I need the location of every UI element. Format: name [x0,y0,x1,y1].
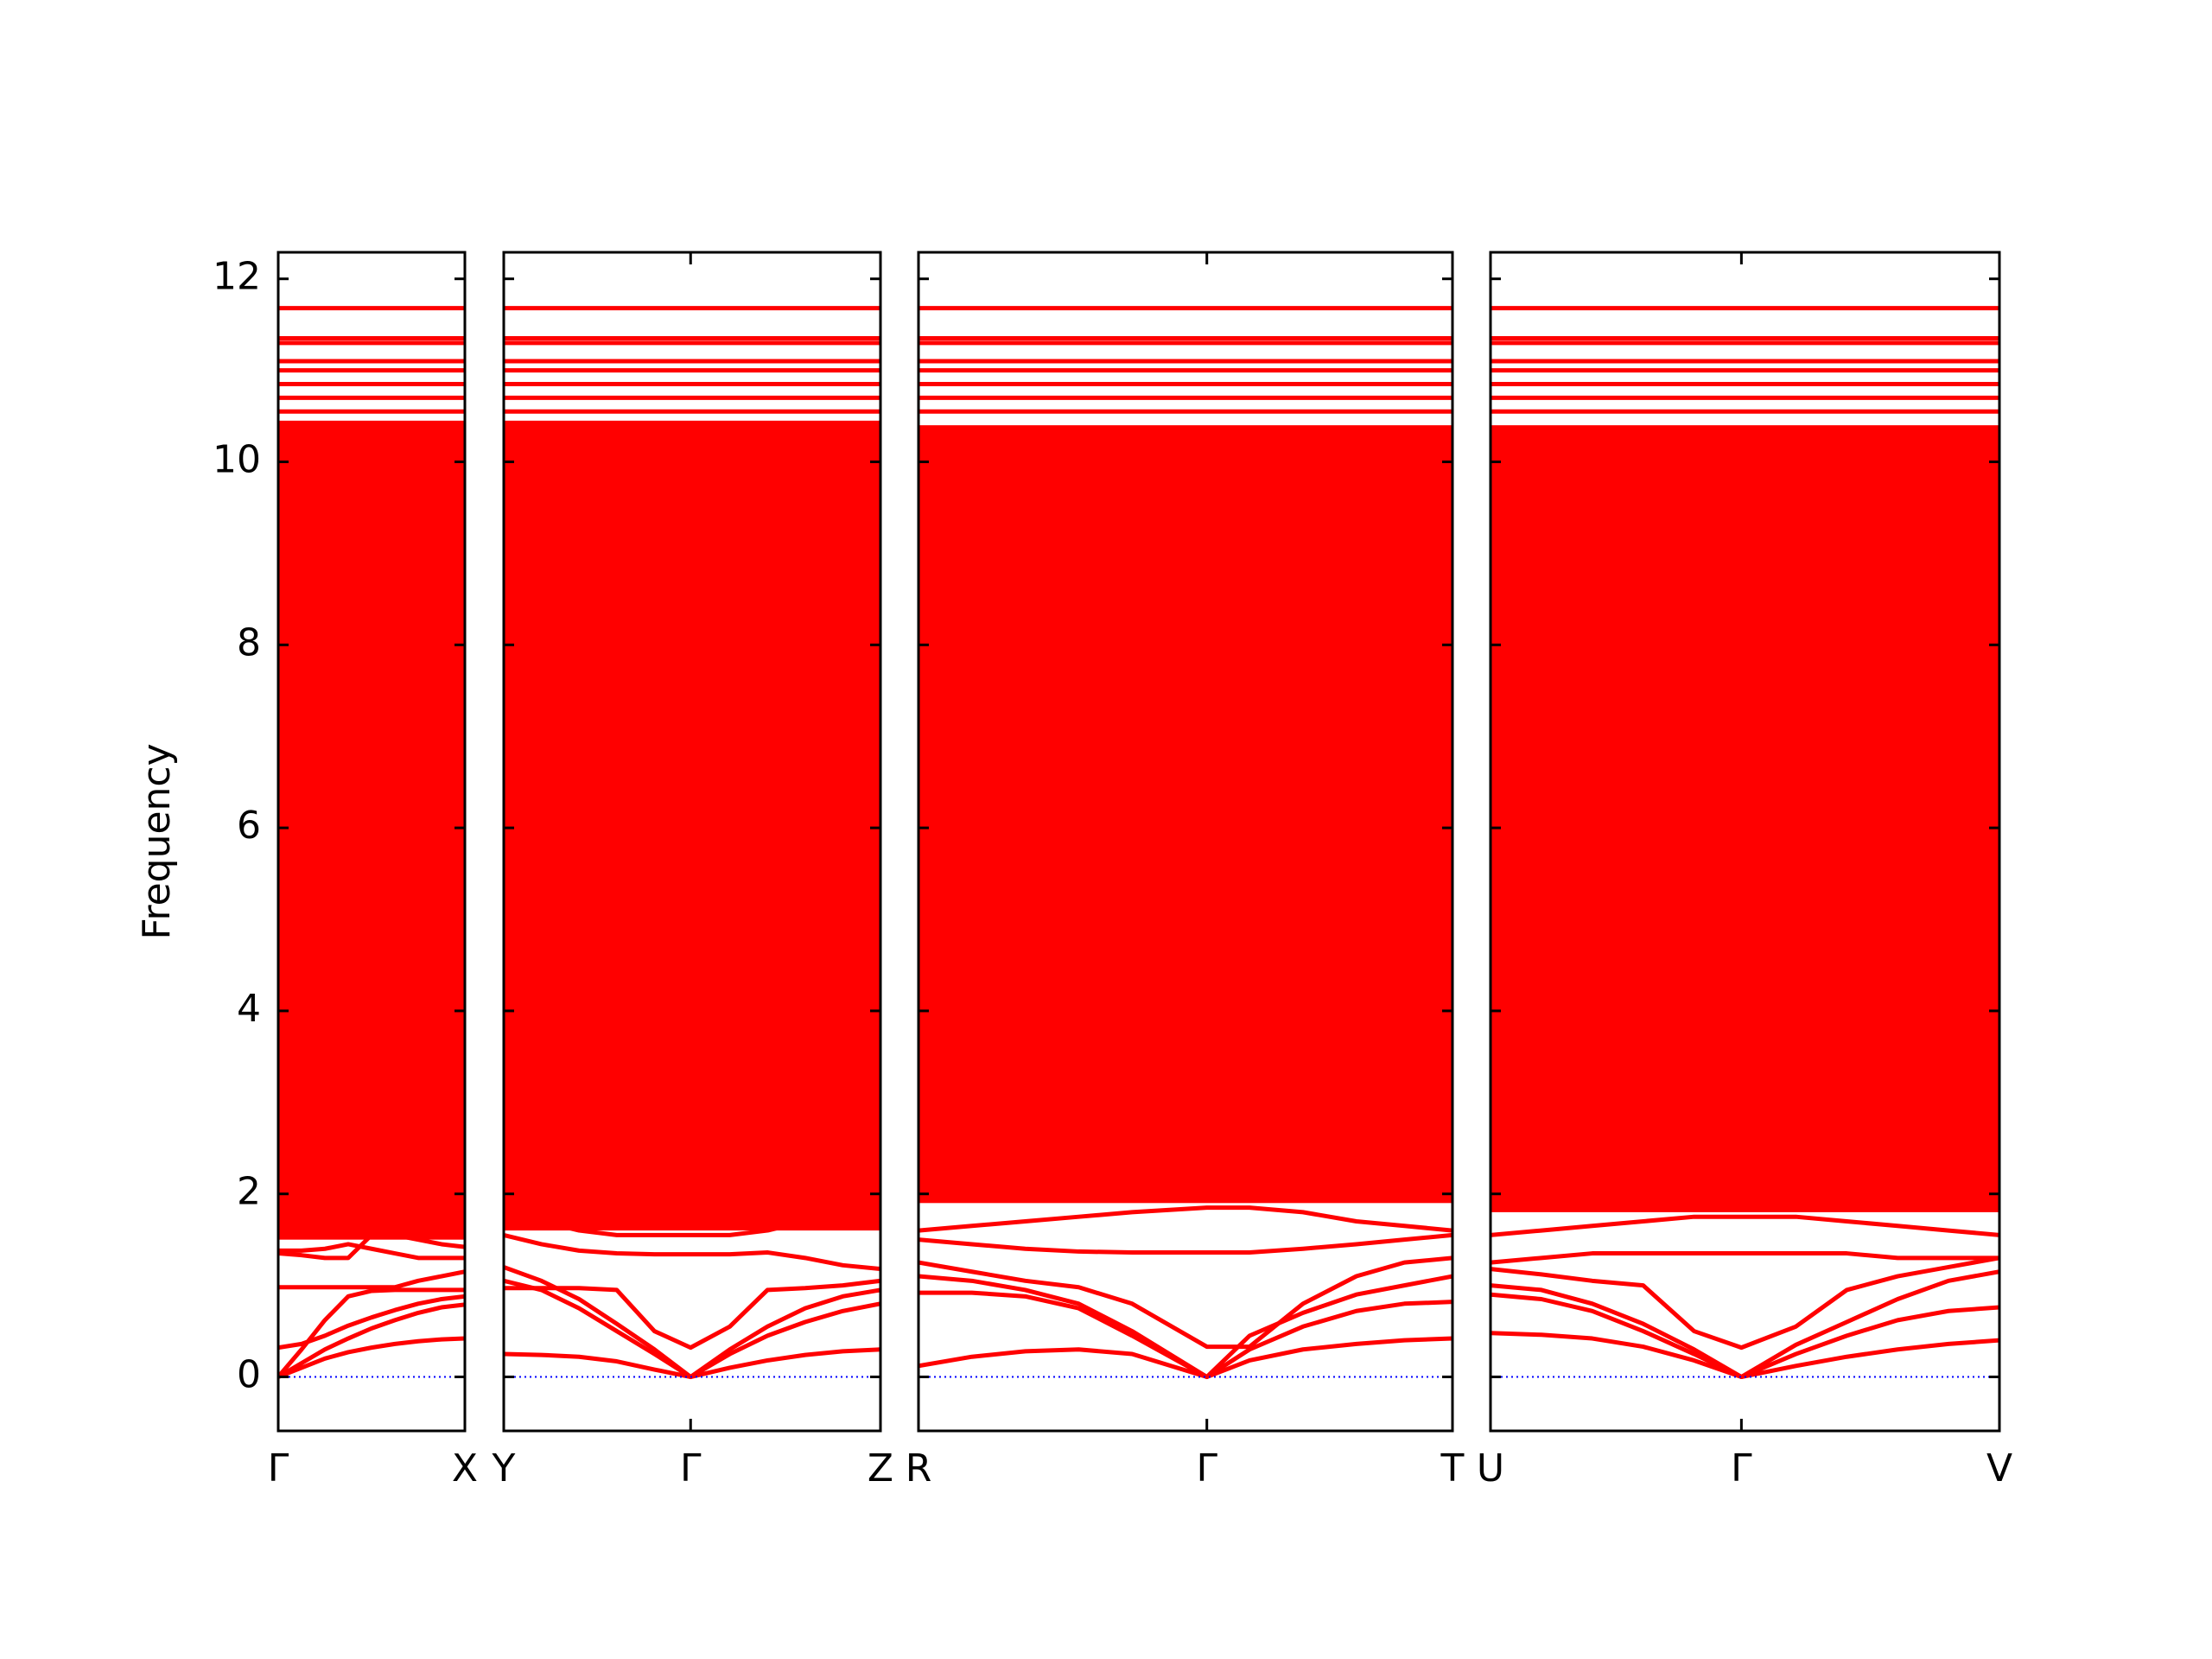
band-continuum [1491,425,1999,1212]
y-axis-label: Frequency [135,743,179,939]
x-tick-label: Γ [268,1446,289,1491]
panel [278,306,465,1379]
band [918,1232,1452,1255]
panel [504,306,880,1380]
x-tick-label: T [1440,1446,1465,1491]
band [1491,1269,1999,1380]
band [278,1336,465,1379]
band [1491,1251,1999,1265]
x-tick-label: Γ [1196,1446,1217,1491]
y-tick-label: 8 [237,620,261,664]
y-tick-label: 2 [237,1170,261,1214]
x-tick-label: U [1477,1446,1504,1491]
band [918,1255,1452,1350]
band [278,1242,465,1261]
band [918,1205,1452,1233]
x-tick-label: Γ [680,1446,702,1491]
band [1491,1255,1999,1351]
panel [918,306,1452,1380]
y-tick-label: 0 [237,1353,261,1397]
panel-frame [276,251,467,1433]
panel-frame [917,251,1454,1433]
band [278,1232,465,1261]
y-tick-label: 12 [213,255,261,299]
band [278,1269,465,1290]
band [504,1232,880,1272]
band [504,1278,880,1351]
x-tick-label: Γ [1731,1446,1752,1491]
band-continuum [278,420,465,1240]
panel-frame [502,251,882,1433]
y-tick-label: 4 [237,987,261,1031]
y-tick-label: 10 [213,438,261,482]
band [504,1192,880,1237]
panel [1491,306,1999,1380]
x-tick-label: X [452,1446,478,1491]
x-tick-label: Y [492,1446,516,1491]
band [278,1287,465,1379]
y-tick-label: 6 [237,804,261,848]
band [278,1302,465,1379]
band-continuum [504,420,880,1231]
x-tick-label: V [1986,1446,2012,1491]
band-continuum [918,425,1452,1204]
band [1491,1214,1999,1237]
band [918,1274,1452,1380]
x-tick-label: R [906,1446,932,1491]
x-tick-label: Z [868,1446,893,1491]
panel-frame [1489,251,2001,1433]
